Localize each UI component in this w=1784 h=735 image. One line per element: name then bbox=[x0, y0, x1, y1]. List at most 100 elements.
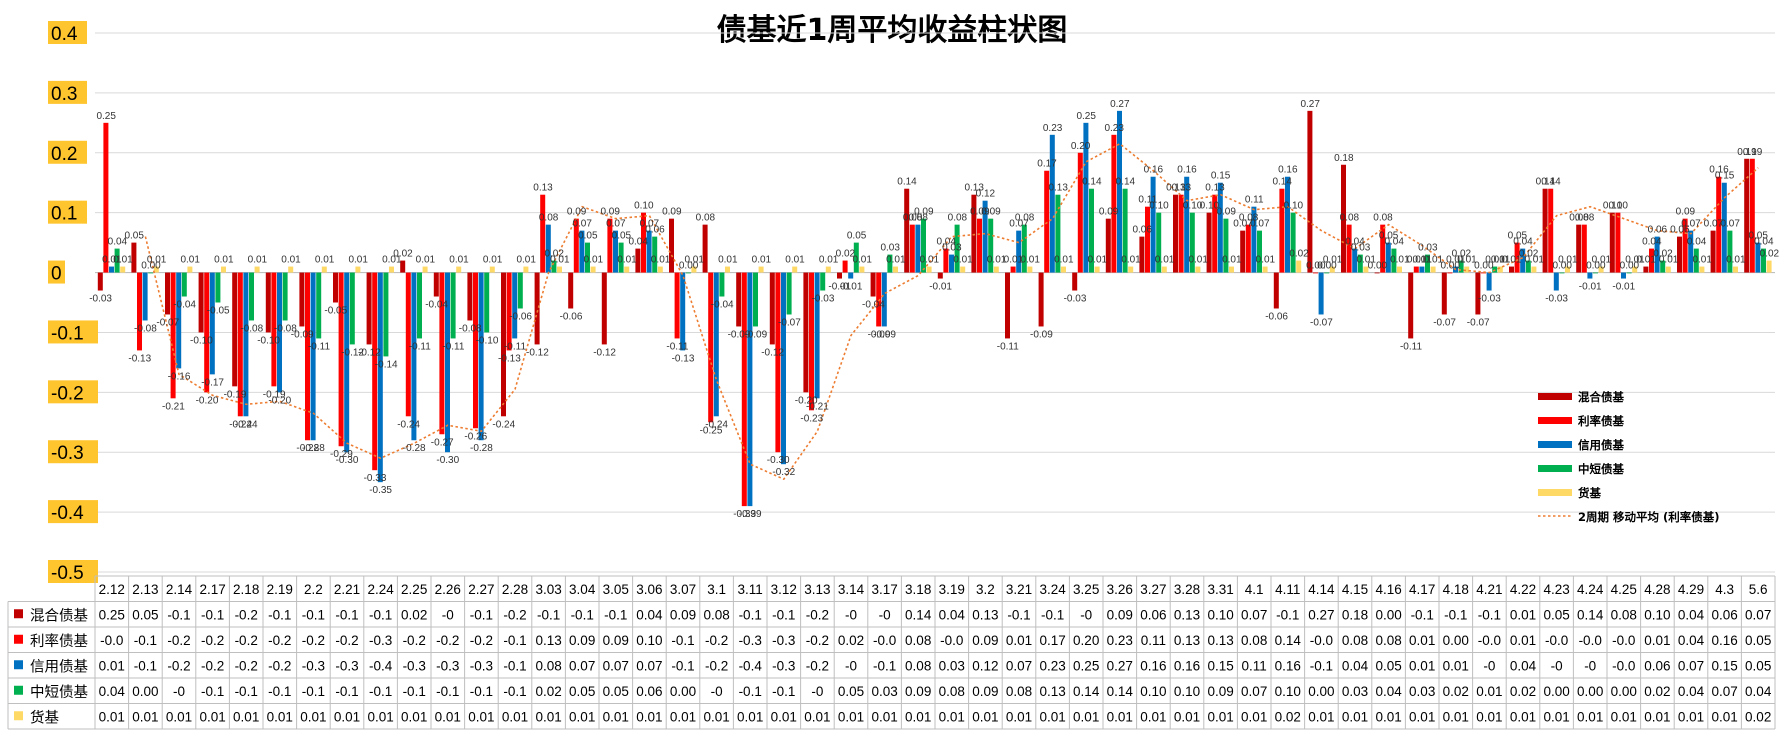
data-label: 0.09 bbox=[1676, 207, 1696, 218]
data-label: 0.13 bbox=[533, 183, 553, 194]
data-label: 0.02 bbox=[1452, 249, 1472, 260]
bar bbox=[977, 218, 982, 273]
table-cell: -0.1 bbox=[604, 607, 627, 622]
data-label: -0.28 bbox=[403, 443, 426, 454]
bar bbox=[792, 266, 798, 273]
table-cell: -0.2 bbox=[167, 633, 190, 648]
table-cell: -0.1 bbox=[403, 684, 426, 699]
category-label: 4.16 bbox=[1375, 582, 1401, 597]
data-label: 0.27 bbox=[1300, 99, 1320, 110]
bar bbox=[618, 242, 624, 273]
table-cell: 0.10 bbox=[1644, 607, 1670, 622]
category-label: 2.14 bbox=[166, 582, 193, 597]
table-cell: 0.07 bbox=[636, 658, 662, 673]
data-label: 0.05 bbox=[847, 231, 867, 242]
table-cell: 0.01 bbox=[1073, 709, 1099, 724]
data-label: 0.04 bbox=[628, 237, 648, 248]
data-label: -0.07 bbox=[778, 317, 801, 328]
data-label: 0.09 bbox=[1099, 207, 1119, 218]
table-cell: 0.08 bbox=[1006, 684, 1032, 699]
bar bbox=[1077, 152, 1083, 273]
bar bbox=[943, 248, 949, 273]
data-label: -0.13 bbox=[498, 353, 521, 364]
bar bbox=[1061, 266, 1066, 273]
table-cell: -0.2 bbox=[235, 658, 258, 673]
table-cell: 0.23 bbox=[1039, 658, 1065, 673]
data-label: 0.03 bbox=[880, 243, 900, 254]
bar bbox=[1598, 266, 1604, 273]
bar bbox=[758, 266, 764, 273]
table-cell: 0.01 bbox=[1006, 709, 1032, 724]
bar bbox=[915, 224, 921, 273]
category-label: 4.28 bbox=[1644, 582, 1670, 597]
bar bbox=[781, 272, 786, 465]
data-label: 0.01 bbox=[953, 255, 973, 266]
bar bbox=[803, 272, 809, 393]
data-label: -0.27 bbox=[431, 437, 454, 448]
category-label: 5.6 bbox=[1749, 582, 1768, 597]
table-cell: -0.2 bbox=[806, 607, 829, 622]
data-label: -0.01 bbox=[828, 282, 851, 293]
category-label: 3.1 bbox=[707, 582, 726, 597]
category-label: 3.14 bbox=[838, 582, 865, 597]
bar bbox=[1128, 266, 1134, 273]
bar bbox=[501, 272, 506, 417]
bar bbox=[685, 272, 691, 274]
bar bbox=[254, 266, 260, 273]
data-label: 0.08 bbox=[539, 213, 559, 224]
data-label: -0.24 bbox=[705, 419, 728, 430]
bar bbox=[747, 272, 753, 507]
table-cell: 0.02 bbox=[401, 607, 427, 622]
bar bbox=[1497, 266, 1503, 273]
table-cell: -0.2 bbox=[403, 633, 426, 648]
bar bbox=[1581, 224, 1587, 273]
data-label: -0.20 bbox=[196, 395, 219, 406]
table-cell: 0.14 bbox=[905, 607, 932, 622]
table-cell: -0.0 bbox=[100, 633, 123, 648]
data-labels: -0.030.05-0.07-0.10-0.19-0.10-0.09-0.05-… bbox=[89, 99, 1779, 520]
data-label: 0.03 bbox=[942, 243, 962, 254]
data-label: -0.03 bbox=[1545, 294, 1568, 305]
data-label: 0.00 bbox=[1620, 261, 1640, 272]
category-label: 2.13 bbox=[132, 582, 158, 597]
data-label: 0.01 bbox=[1155, 255, 1175, 266]
table-cell: 0.16 bbox=[1275, 658, 1301, 673]
data-label: -0.09 bbox=[868, 329, 891, 340]
bar bbox=[1548, 188, 1554, 273]
data-label: 0.07 bbox=[640, 219, 660, 230]
category-label: 3.04 bbox=[569, 582, 596, 597]
bar bbox=[97, 272, 103, 291]
category-label: 3.27 bbox=[1140, 582, 1166, 597]
bar bbox=[1374, 272, 1380, 274]
data-label: 0.08 bbox=[1015, 213, 1035, 224]
data-label: -0.08 bbox=[240, 323, 263, 334]
table-cell: -0.1 bbox=[739, 607, 762, 622]
data-label: -0.39 bbox=[739, 509, 762, 520]
data-label: -0.12 bbox=[358, 347, 381, 358]
data-label: 0.02 bbox=[1653, 249, 1673, 260]
table-cell: 0.04 bbox=[636, 607, 663, 622]
bar bbox=[1475, 272, 1481, 315]
data-label: 0.01 bbox=[1485, 255, 1505, 266]
table-cell: 0.03 bbox=[871, 684, 897, 699]
table-series-name: 信用债基 bbox=[30, 658, 88, 675]
bar bbox=[691, 266, 697, 273]
table-cell: 0.01 bbox=[1308, 709, 1334, 724]
category-label: 3.25 bbox=[1073, 582, 1099, 597]
bar bbox=[601, 272, 607, 345]
data-label: -0.10 bbox=[190, 335, 213, 346]
table-cell: 0.00 bbox=[1611, 684, 1637, 699]
data-label: 0.01 bbox=[886, 255, 906, 266]
data-label: -0.04 bbox=[173, 300, 196, 311]
category-label: 3.11 bbox=[738, 582, 763, 597]
bar bbox=[221, 266, 226, 273]
table-cell: 0.01 bbox=[199, 709, 225, 724]
table-cell: 0.09 bbox=[603, 633, 629, 648]
category-label: 2.27 bbox=[468, 582, 494, 597]
table-cell: -0.2 bbox=[705, 633, 728, 648]
bar bbox=[148, 272, 154, 274]
data-label: 0.04 bbox=[936, 237, 956, 248]
table-cell: 0.05 bbox=[1375, 658, 1401, 673]
data-label: 0.09 bbox=[981, 207, 1001, 218]
table-cell: -0.3 bbox=[335, 658, 358, 673]
